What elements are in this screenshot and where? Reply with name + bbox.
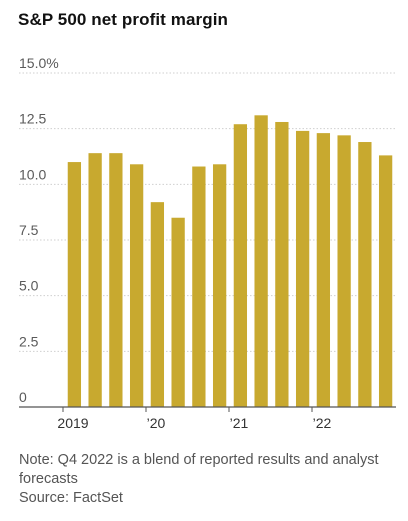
y-tick-label: 12.5: [19, 111, 46, 127]
bar: [378, 155, 393, 407]
y-tick-label: 10.0: [19, 166, 46, 182]
x-tick-labels: 2019 ’20 ’21 ’22: [57, 407, 332, 431]
y-tick-label: 5.0: [19, 278, 39, 294]
bar: [150, 202, 165, 407]
bar: [295, 130, 310, 408]
x-tick-label: ’21: [230, 415, 249, 431]
y-tick-label: 15.0%: [19, 55, 59, 71]
y-tick-label: 2.5: [19, 333, 39, 349]
x-tick-label: 2019: [57, 415, 88, 431]
bar: [233, 124, 248, 408]
bar: [88, 153, 102, 407]
bar-chart: 15.0% 12.5 10.0 7.5 5.0 2.5 0 2019 ’20 ’21 ’22: [19, 55, 396, 431]
bar: [275, 121, 289, 407]
source-text: Source: FactSet: [19, 490, 123, 506]
bar: [212, 164, 227, 407]
note-text: Note: Q4 2022 is a blend of reported res…: [19, 452, 379, 487]
bar: [254, 115, 268, 407]
chart-title: S&P 500 net profit margin: [18, 10, 229, 29]
y-tick-label: 7.5: [19, 222, 39, 238]
bar: [358, 142, 372, 407]
bar: [316, 133, 331, 407]
bar: [109, 153, 123, 407]
bar: [67, 162, 82, 407]
chart-footnote: Note: Q4 2022 is a blend of reported res…: [19, 451, 389, 508]
bar: [192, 166, 206, 407]
bar: [337, 135, 351, 407]
bars: [67, 115, 393, 408]
x-tick-label: ’22: [313, 415, 332, 431]
y-tick-labels: 15.0% 12.5 10.0 7.5 5.0 2.5 0: [19, 55, 59, 405]
bar: [171, 217, 185, 407]
bar: [129, 164, 144, 407]
y-tick-label: 0: [19, 389, 27, 405]
x-tick-label: ’20: [147, 415, 166, 431]
